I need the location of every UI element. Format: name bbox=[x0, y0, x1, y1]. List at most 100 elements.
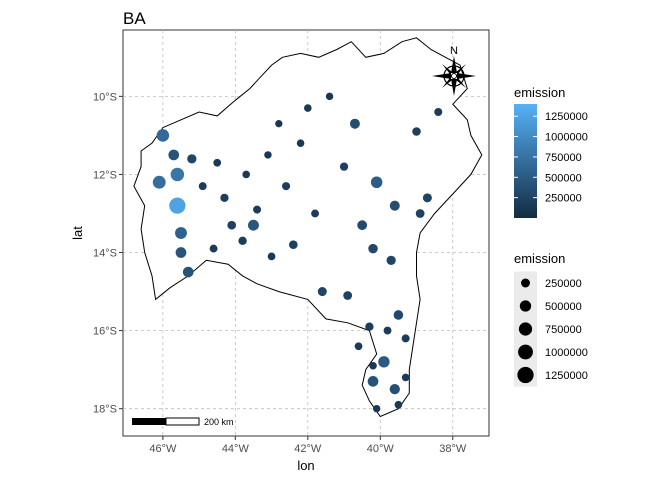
chart-title: BA bbox=[123, 9, 146, 28]
emission-point bbox=[365, 322, 374, 331]
colorbar-label: 250000 bbox=[545, 193, 582, 205]
size-legend: emission 250000 500000 750000 1000000 125000… bbox=[514, 251, 588, 387]
size-legend-title: emission bbox=[514, 251, 565, 266]
size-key-label: 750000 bbox=[545, 324, 582, 336]
emission-point bbox=[311, 209, 319, 218]
x-axis-title: lon bbox=[297, 458, 314, 473]
emission-point bbox=[264, 151, 272, 159]
y-axis-title: lat bbox=[70, 226, 85, 240]
scale-bar-white bbox=[165, 417, 200, 426]
size-key-point bbox=[517, 366, 534, 384]
emission-point bbox=[401, 334, 410, 343]
size-key-label: 1250000 bbox=[545, 370, 588, 382]
colorbar-label: 1250000 bbox=[545, 111, 588, 123]
y-tick-label: 16°S bbox=[93, 326, 117, 338]
emission-point bbox=[187, 154, 197, 164]
scale-bar-label: 200 km bbox=[204, 417, 234, 427]
emission-point bbox=[372, 404, 381, 413]
compass-center bbox=[451, 73, 457, 79]
emission-point bbox=[238, 236, 247, 246]
emission-point bbox=[349, 118, 360, 129]
emission-point bbox=[369, 361, 377, 370]
compass-needle-sw bbox=[442, 78, 452, 88]
y-tick-label: 12°S bbox=[93, 169, 117, 181]
emission-point bbox=[339, 162, 349, 171]
emission-point bbox=[281, 182, 291, 191]
emission-point bbox=[317, 287, 327, 297]
size-key-point bbox=[521, 278, 530, 288]
y-tick-label: 14°S bbox=[93, 248, 117, 260]
emission-point bbox=[227, 220, 237, 230]
emission-point bbox=[370, 176, 383, 189]
emission-point bbox=[156, 129, 170, 142]
size-key-point bbox=[518, 322, 533, 336]
state-boundary bbox=[133, 37, 483, 418]
emission-point bbox=[168, 149, 180, 161]
emission-point bbox=[242, 170, 250, 179]
emission-point bbox=[275, 120, 283, 128]
emission-point bbox=[412, 127, 421, 136]
scale-bar: 200 km bbox=[132, 417, 234, 427]
size-key-point bbox=[518, 344, 533, 360]
y-tick-label: 10°S bbox=[93, 91, 117, 103]
compass-needle-east bbox=[457, 73, 476, 79]
emission-point bbox=[288, 240, 298, 250]
x-axis-ticks: 46°W 44°W 42°W 40°W 38°W bbox=[149, 436, 467, 455]
emission-point bbox=[213, 158, 222, 167]
emission-point bbox=[393, 310, 404, 320]
emission-point bbox=[401, 373, 410, 382]
y-axis-ticks: 10°S 12°S 14°S 16°S 18°S bbox=[93, 91, 123, 416]
emission-point bbox=[386, 255, 396, 265]
compass-needle-nw bbox=[442, 64, 452, 74]
emission-point bbox=[209, 244, 218, 253]
y-tick-label: 18°S bbox=[93, 404, 117, 416]
x-tick-label: 40°W bbox=[367, 443, 395, 455]
size-key-point bbox=[519, 300, 532, 312]
emission-point bbox=[198, 182, 207, 191]
emission-point bbox=[247, 219, 259, 231]
emission-point bbox=[354, 342, 363, 351]
emission-point bbox=[182, 266, 194, 278]
emission-point bbox=[367, 376, 379, 387]
emission-point bbox=[357, 220, 368, 231]
x-tick-label: 46°W bbox=[149, 443, 177, 455]
size-key-label: 1000000 bbox=[545, 347, 588, 359]
compass-needle-ne bbox=[456, 64, 466, 74]
color-legend: emission 250000 500000 750000 1000000 125000… bbox=[514, 85, 588, 218]
size-legend-keys: 250000 500000 750000 1000000 1250000 bbox=[514, 271, 588, 387]
x-tick-label: 38°W bbox=[439, 443, 467, 455]
compass-needle-north bbox=[451, 56, 457, 73]
emission-point bbox=[325, 92, 334, 101]
emission-point bbox=[343, 291, 353, 300]
emission-point bbox=[389, 384, 400, 395]
emission-point bbox=[175, 247, 187, 258]
emission-point bbox=[389, 200, 400, 211]
emission-point bbox=[434, 107, 443, 116]
color-legend-title: emission bbox=[514, 85, 565, 100]
colorbar-label: 750000 bbox=[545, 152, 582, 164]
emission-point bbox=[422, 193, 432, 203]
size-key-label: 250000 bbox=[545, 278, 582, 290]
emission-point bbox=[368, 243, 378, 254]
emission-point bbox=[170, 167, 185, 182]
colorbar-label: 500000 bbox=[545, 172, 582, 184]
compass-needle-south bbox=[451, 79, 457, 96]
north-arrow-label: N bbox=[450, 45, 458, 57]
colorbar-label: 1000000 bbox=[545, 132, 588, 144]
emission-point bbox=[175, 227, 187, 239]
colorbar-ticks: 250000 500000 750000 1000000 1250000 bbox=[514, 111, 588, 205]
size-key-label: 500000 bbox=[545, 301, 582, 313]
north-arrow: N bbox=[432, 45, 476, 96]
compass-needle-se bbox=[456, 78, 466, 88]
compass-needle-west bbox=[432, 73, 451, 79]
emission-point bbox=[415, 209, 425, 218]
emission-point bbox=[169, 197, 186, 214]
x-tick-label: 42°W bbox=[294, 443, 322, 455]
emission-point bbox=[220, 193, 229, 203]
scale-bar-black bbox=[132, 418, 166, 425]
colorbar bbox=[514, 104, 537, 218]
emission-point bbox=[253, 205, 262, 214]
emission-point bbox=[383, 326, 392, 335]
emission-point bbox=[394, 400, 403, 409]
